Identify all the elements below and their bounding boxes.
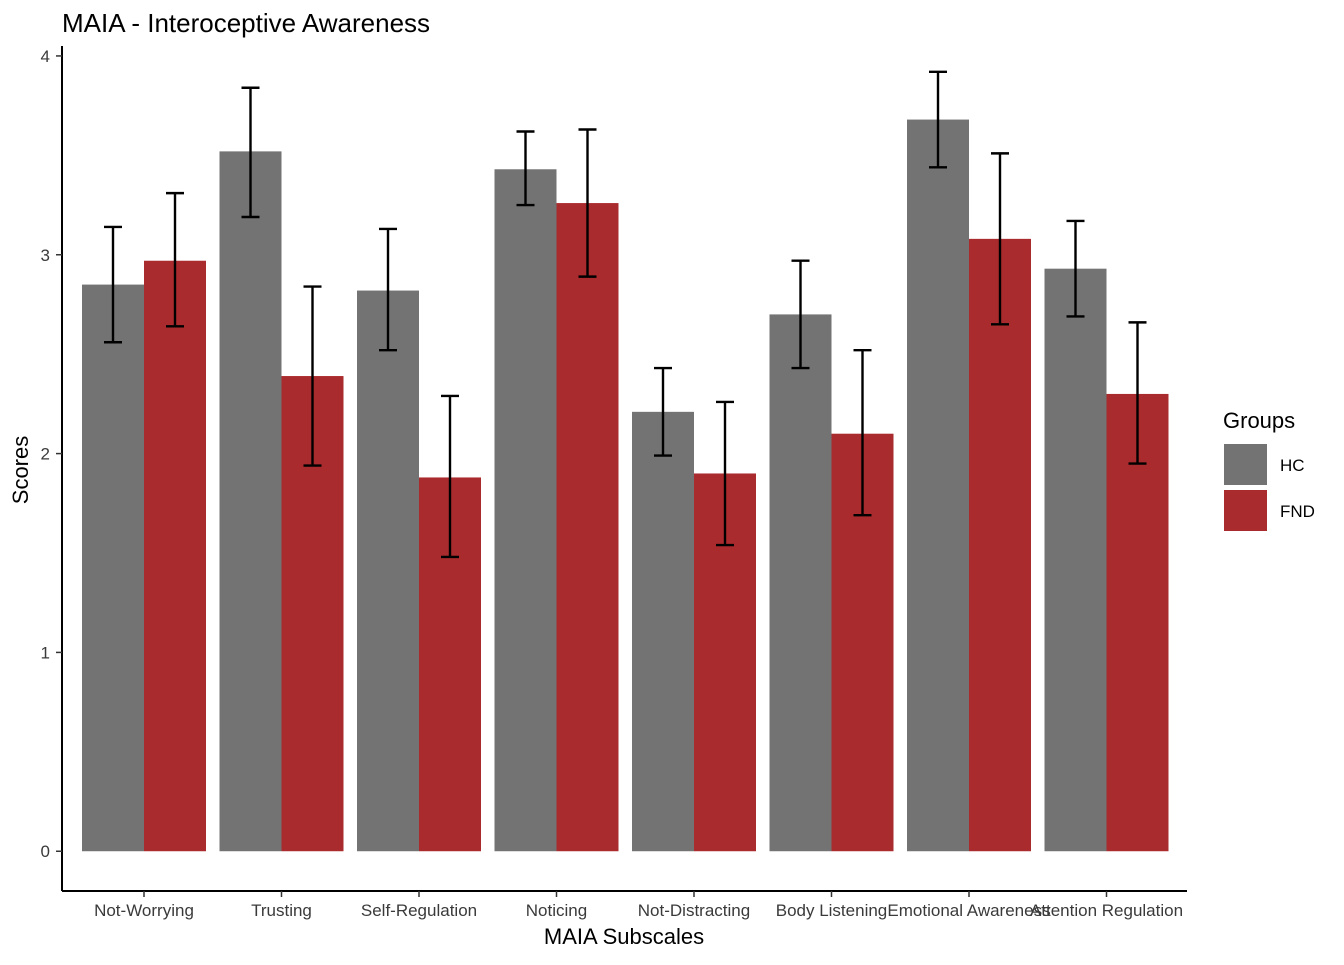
x-tick-label-emotional-awareness: Emotional Awareness [887,901,1050,920]
error-bar-hc-emotional-awareness [929,70,947,169]
bar-hc-self-regulation [357,290,419,852]
legend: Groups HC FND [1223,408,1315,531]
error-bar-fnd-body-listening [853,349,872,517]
y-axis-label: Scores [8,436,33,504]
bars-layer [82,119,1169,852]
legend-label-fnd: FND [1280,502,1315,521]
x-tick-label-attention-regulation: Attention Regulation [1030,901,1183,920]
bar-fnd-attention-regulation [1106,393,1169,852]
error-bar-fnd-attention-regulation [1128,321,1147,465]
error-bar-hc-body-listening [791,259,810,370]
error-bar-hc-self-regulation [379,227,397,352]
x-tick-label-self-regulation: Self-Regulation [361,901,477,920]
y-ticks-layer: 0 1 2 3 4 [41,47,62,861]
x-tick-label-trusting: Trusting [251,901,312,920]
error-bar-hc-attention-regulation [1066,219,1085,318]
y-tick-label-3: 3 [41,246,50,265]
bar-hc-trusting [219,151,282,852]
y-tick-label-2: 2 [41,445,50,464]
y-tick-label-0: 0 [41,842,50,861]
error-bar-hc-noticing [516,130,535,207]
x-tick-label-body-listening: Body Listening [776,901,888,920]
x-tick-label-not-distracting: Not-Distracting [638,901,750,920]
error-bar-hc-trusting [241,86,260,219]
bar-fnd-not-worrying [144,260,206,852]
error-bar-fnd-not-distracting [716,400,734,547]
legend-key-fnd [1224,490,1267,531]
x-axis-label: MAIA Subscales [544,924,704,949]
x-ticks-layer: Not-Worrying Trusting Self-Regulation Notic… [94,891,1183,920]
chart-title: MAIA - Interoceptive Awareness [62,8,430,38]
error-bar-hc-not-worrying [104,225,122,344]
error-bars-layer [104,70,1147,559]
y-tick-label-1: 1 [41,643,50,662]
legend-label-hc: HC [1280,456,1305,475]
bar-hc-body-listening [769,314,832,852]
legend-key-hc [1224,444,1267,485]
bar-hc-not-worrying [82,284,144,852]
x-tick-label-not-worrying: Not-Worrying [94,901,194,920]
bar-fnd-emotional-awareness [969,238,1031,852]
bar-hc-emotional-awareness [907,119,969,852]
error-bar-fnd-self-regulation [441,394,459,559]
y-tick-label-4: 4 [41,47,50,66]
error-bar-fnd-not-worrying [166,191,184,328]
bar-hc-attention-regulation [1044,268,1107,852]
error-bar-fnd-emotional-awareness [991,152,1009,326]
x-tick-label-noticing: Noticing [526,901,587,920]
legend-title: Groups [1223,408,1295,433]
error-bar-fnd-noticing [578,128,597,278]
error-bar-fnd-trusting [303,285,322,467]
bar-hc-noticing [494,169,557,852]
error-bar-hc-not-distracting [654,366,672,457]
bar-fnd-noticing [556,203,619,852]
bar-hc-not-distracting [632,411,694,852]
